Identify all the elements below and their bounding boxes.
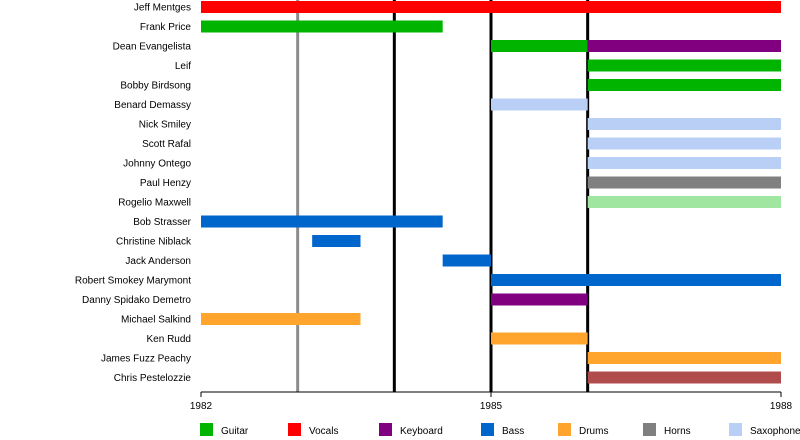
member-name-label: Chris Pestelozzie bbox=[114, 373, 192, 384]
bar-robert-smokey-marymont-0 bbox=[491, 274, 781, 286]
member-name-label: Nick Smiley bbox=[139, 120, 191, 131]
member-name-label: Bobby Birdsong bbox=[120, 81, 191, 92]
bar-jack-anderson-0 bbox=[442, 254, 491, 267]
bar-bobby-birdsong-0 bbox=[587, 79, 781, 91]
x-tick-label: 1988 bbox=[770, 401, 793, 412]
member-name-label: Rogelio Maxwell bbox=[118, 198, 191, 209]
member-name-label: Jeff Mentges bbox=[134, 3, 191, 14]
legend: Guitar Vocals Keyboard Bass Drums Horns Saxoph… bbox=[200, 423, 800, 437]
legend-label-horns: Horns bbox=[664, 426, 691, 437]
legend-swatch-keyboard bbox=[379, 423, 392, 436]
bar-frank-price-0 bbox=[201, 20, 443, 33]
bar-leif-0 bbox=[587, 59, 781, 72]
member-name-label: Benard Demassy bbox=[114, 100, 191, 111]
member-name-label: Leif bbox=[175, 61, 191, 72]
bar-rogelio-maxwell-0 bbox=[587, 196, 781, 208]
member-name-label: James Fuzz Peachy bbox=[101, 354, 191, 365]
legend-swatch-vocals bbox=[288, 423, 301, 436]
legend-label-drums: Drums bbox=[579, 426, 608, 437]
x-axis: 1982 1985 1988 bbox=[190, 391, 793, 412]
legend-swatch-bass bbox=[481, 423, 494, 436]
bar-paul-henzy-0 bbox=[587, 176, 781, 189]
legend-label-saxophone: Saxophone bbox=[750, 426, 800, 437]
bar-johnny-ontego-0 bbox=[587, 157, 781, 169]
bar-scott-rafal-0 bbox=[587, 137, 781, 150]
x-tick-label: 1982 bbox=[190, 401, 213, 412]
bar-chris-pestelozzie-0 bbox=[587, 371, 781, 384]
bar-ken-rudd-0 bbox=[491, 332, 588, 345]
legend-swatch-drums bbox=[558, 423, 571, 436]
member-name-label: Paul Henzy bbox=[140, 178, 191, 189]
member-name-label: Dean Evangelista bbox=[113, 42, 192, 53]
legend-swatch-guitar bbox=[200, 423, 213, 436]
member-name-label: Jack Anderson bbox=[125, 256, 191, 267]
bar-james-fuzz-peachy-0 bbox=[587, 352, 781, 364]
member-name-label: Frank Price bbox=[140, 22, 192, 33]
bar-jeff-mentges-0 bbox=[201, 1, 781, 13]
bar-dean-evangelista-1 bbox=[587, 40, 781, 52]
x-tick-label: 1985 bbox=[480, 401, 503, 412]
member-name-label: Ken Rudd bbox=[147, 334, 191, 345]
bar-benard-demassy-0 bbox=[491, 98, 588, 111]
member-bars bbox=[201, 1, 781, 384]
legend-label-keyboard: Keyboard bbox=[400, 426, 443, 437]
member-name-label: Scott Rafal bbox=[142, 139, 191, 150]
legend-label-guitar: Guitar bbox=[221, 426, 249, 437]
bar-bob-strasser-0 bbox=[201, 215, 443, 228]
bar-nick-smiley-0 bbox=[587, 118, 781, 130]
legend-swatch-horns bbox=[643, 423, 656, 436]
member-name-label: Johnny Ontego bbox=[123, 159, 191, 170]
bar-christine-niblack-0 bbox=[312, 235, 361, 247]
bar-danny-spidako-demetro-0 bbox=[491, 293, 588, 306]
legend-swatch-saxophone bbox=[729, 423, 742, 436]
member-name-label: Bob Strasser bbox=[133, 217, 191, 228]
legend-label-bass: Bass bbox=[502, 426, 524, 437]
member-name-label: Danny Spidako Demetro bbox=[82, 295, 191, 306]
legend-label-vocals: Vocals bbox=[309, 426, 338, 437]
bar-michael-salkind-0 bbox=[201, 313, 361, 325]
member-name-label: Robert Smokey Marymont bbox=[75, 276, 191, 287]
bar-dean-evangelista-0 bbox=[491, 40, 588, 52]
member-name-label: Christine Niblack bbox=[116, 237, 192, 248]
member-name-labels: Jeff Mentges Frank Price Dean Evangelista L… bbox=[75, 3, 192, 385]
member-name-label: Michael Salkind bbox=[121, 315, 191, 326]
